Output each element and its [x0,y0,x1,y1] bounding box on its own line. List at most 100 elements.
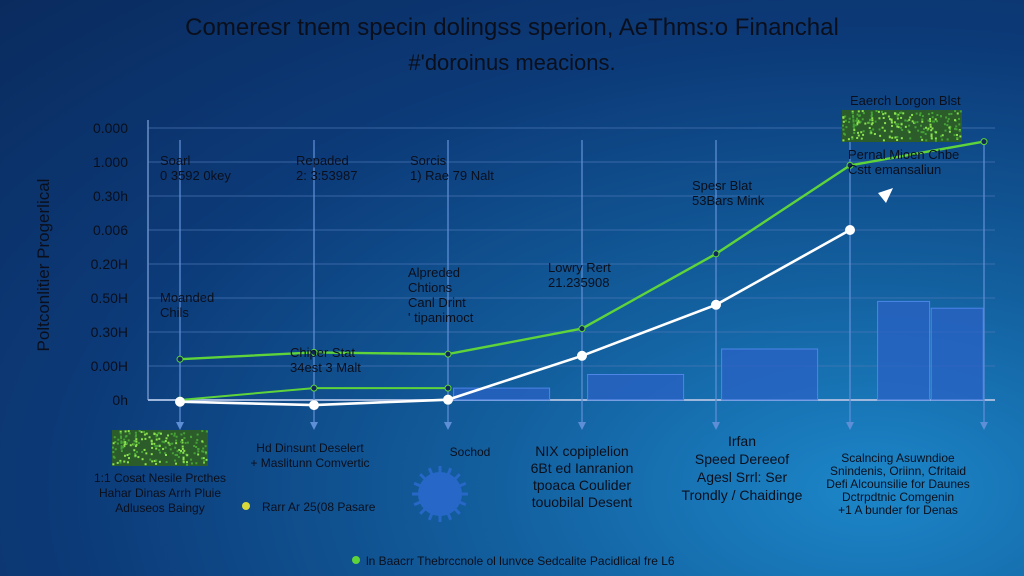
legend-swatch-top-dot [949,127,952,130]
annotation-text: Canl Drint [408,295,466,310]
legend-swatch-top-dot [917,129,920,132]
legend-swatch-top-dot [933,120,936,123]
legend-swatch-bottom-dot [190,462,193,465]
legend-swatch-top-dot [934,137,937,140]
legend-swatch-top-dot [853,127,856,130]
legend-swatch-bottom-dot [205,452,208,455]
legend-swatch-bottom-dot [112,455,115,458]
legend-swatch-top-dot [868,126,871,129]
legend-swatch-top-dot [927,113,930,116]
legend-swatch-top-dot [893,112,896,115]
annotation-text: Lowry Rert [548,260,611,275]
y-tick-label: 0.50H [91,290,128,306]
legend-swatch-top-dot [888,136,891,139]
legend-swatch-top-dot [946,120,949,123]
legend-swatch-bottom-dot [180,440,183,443]
legend-swatch-top-dot [899,126,902,129]
legend-swatch-top-dot [897,123,900,126]
legend-swatch-top-dot [949,125,952,128]
legend-swatch-top-dot [870,114,873,117]
sun-ray [427,511,434,521]
legend-swatch-top-dot [872,128,875,131]
legend-swatch-bottom-dot [155,459,158,462]
legend-swatch-bottom-dot [120,437,123,440]
legend-swatch-bottom-dot [180,450,183,453]
legend-swatch-bottom-dot [186,461,189,464]
legend-swatch-top-dot [843,133,846,136]
legend-swatch-top-dot [882,139,885,142]
legend-swatch-top-dot [930,135,933,138]
sun-ray [427,467,434,477]
legend-swatch-top-dot [921,115,924,118]
legend-swatch-bottom-dot [127,439,130,442]
legend-swatch-bottom-dot [136,450,139,453]
legend-swatch-bottom-dot [174,459,177,462]
legend-swatch-top-dot [845,126,848,129]
legend-swatch-bottom-dot [182,456,185,459]
legend-swatch-bottom-dot [128,452,131,455]
legend-swatch-bottom-dot [158,445,161,448]
legend-swatch-top-dot [896,139,899,142]
legend-swatch-bottom-dot [144,463,147,466]
annotation-text: 0 3592 0key [160,168,231,183]
legend-swatch-top-dot [941,134,944,137]
legend-swatch-bottom-dot [165,437,168,440]
legend-swatch-bottom-dot [141,458,144,461]
legend-swatch-bottom-dot [171,442,174,445]
bottom-note: tpoaca Coulider [533,477,631,493]
legend-swatch-bottom-dot [200,457,203,460]
legend-swatch-bottom-dot [133,440,136,443]
legend-swatch-top-dot [856,117,859,120]
legend-swatch-bottom-dot [155,462,158,465]
legend-swatch-bottom-dot [175,442,178,445]
legend-swatch-top-dot [895,123,898,126]
legend-swatch-top-dot [842,124,845,127]
legend-swatch-top-dot [868,121,871,124]
legend-swatch-bottom-dot [114,448,117,451]
data-point [310,384,318,392]
legend-swatch-top-dot [884,122,887,125]
legend-swatch-bottom-dot [197,453,200,456]
legend-swatch-top-dot [871,119,874,122]
drop-arrow [310,422,318,430]
legend-swatch-bottom-dot [112,451,115,454]
legend-swatch-bottom-dot [205,430,208,433]
bar [930,307,984,401]
legend-swatch-bottom-dot [193,445,196,448]
legend-swatch-bottom-dot [181,441,184,444]
bar [877,300,931,401]
legend-swatch-bottom-dot [197,450,200,453]
drop-arrow [846,422,854,430]
legend-swatch-bottom-dot [155,435,158,438]
legend-swatch-top-dot [844,115,847,118]
legend-swatch-top-dot [882,113,885,116]
legend-swatch-bottom-dot [126,461,129,464]
legend-swatch-bottom-dot [120,450,123,453]
legend-swatch-bottom-dot [201,430,204,433]
legend-swatch-top-dot [891,124,894,127]
legend-swatch-bottom-dot [112,442,115,445]
legend-swatch-top-dot [929,120,932,123]
legend-swatch-bottom-dot [184,441,187,444]
legend-swatch-top-dot [891,136,894,139]
legend-swatch-top-dot [906,119,909,122]
legend-swatch-bottom-dot [183,437,186,440]
bottom-note: + Maslitunn Comvertic [250,456,369,470]
legend-swatch-bottom-dot [145,452,148,455]
legend-swatch-top-dot [948,126,951,129]
legend-swatch-bottom-dot [157,432,160,435]
legend-swatch-top-dot [853,131,856,134]
legend-dot [242,502,250,510]
legend-swatch-top-dot [953,127,956,130]
legend-swatch-top-dot [958,117,961,120]
legend-swatch-top-dot [851,110,854,113]
bottom-note: Hahar Dinas Arrh Pluie [99,486,221,500]
legend-swatch-top-dot [934,118,937,121]
legend-swatch-bottom-dot [205,458,208,461]
legend-swatch-bottom-dot [123,454,126,457]
legend-swatch-top-dot [956,112,959,115]
bar [453,387,551,401]
data-point [175,396,185,407]
legend-swatch-bottom-dot [186,463,189,466]
legend-swatch-bottom-dot [119,432,122,435]
